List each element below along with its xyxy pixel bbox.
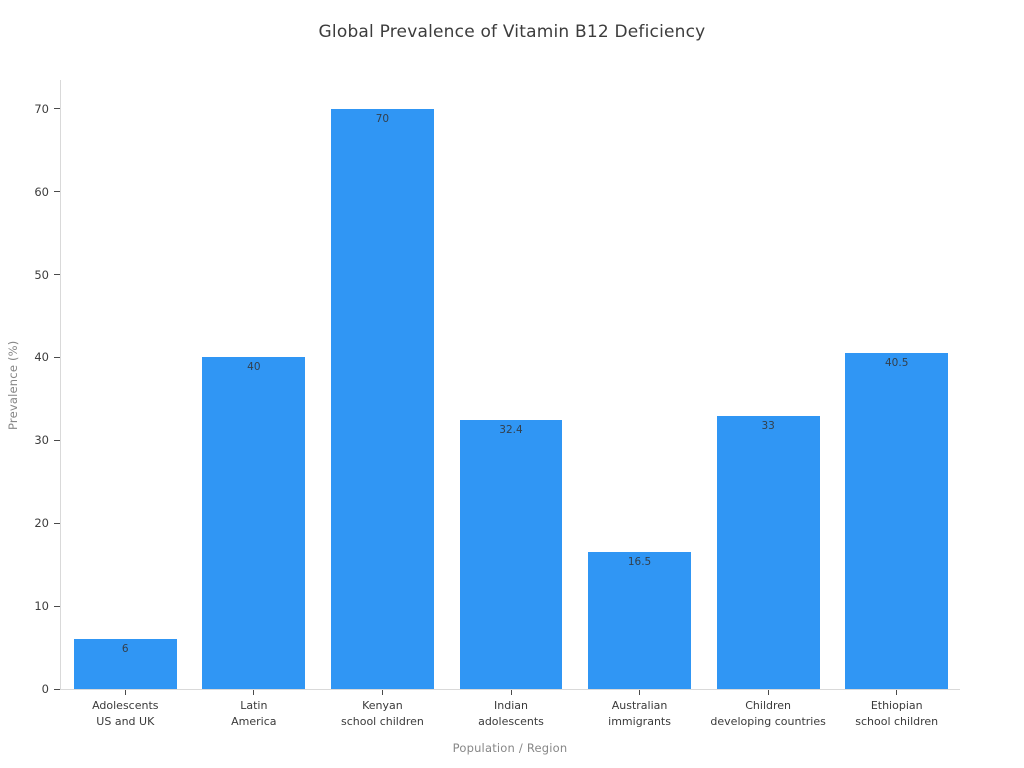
y-tick-mark: [54, 522, 60, 524]
y-tick-label: 20: [34, 516, 49, 531]
y-tick-mark: [54, 108, 60, 110]
y-tick-label: 70: [34, 101, 49, 116]
bar-value-label: 40: [247, 361, 261, 374]
bar: 16.5: [588, 552, 691, 689]
y-tick-label: 10: [34, 599, 49, 614]
y-tick-label: 30: [34, 433, 49, 448]
bar-value-label: 33: [761, 419, 775, 432]
x-tick-mark: [253, 690, 255, 695]
plot-area: 0 10 20 30 40 50 60 70 6 Adolescents US and UK 40 L…: [34, 80, 960, 728]
y-tick-mark: [54, 274, 60, 276]
y-tick-mark: [54, 605, 60, 607]
x-category-label: Kenyan school children: [340, 699, 424, 728]
bar: 32.4: [459, 420, 563, 689]
y-tick-mark: [54, 439, 60, 441]
y-tick-label: 60: [34, 184, 49, 199]
bar: 6: [73, 639, 177, 689]
bar-value-label: 70: [375, 112, 390, 125]
y-tick-mark: [54, 688, 60, 690]
x-tick-mark: [124, 690, 126, 695]
bar-value-label: 6: [121, 643, 129, 656]
bar: 33: [716, 415, 820, 689]
x-axis-title: Population / Region: [452, 741, 568, 755]
y-tick-label: 50: [34, 267, 49, 282]
bar: 40: [202, 357, 306, 689]
x-tick-mark: [639, 690, 641, 695]
x-tick-mark: [510, 690, 512, 695]
x-tick-mark: [767, 690, 769, 695]
y-tick-label: 0: [41, 682, 49, 696]
x-category-label: Children developing countries: [710, 699, 826, 728]
x-category-label: Indian adolescents: [478, 699, 544, 728]
chart-title: Global Prevalence of Vitamin B12 Deficie…: [318, 22, 706, 42]
x-category-label: Australian immigrants: [608, 699, 671, 728]
bar-value-label: 16.5: [627, 556, 652, 569]
x-category-label: Ethiopian school children: [855, 699, 939, 728]
x-tick-mark: [896, 690, 898, 695]
x-tick-mark: [381, 690, 383, 695]
bar-value-label: 40.5: [885, 357, 909, 370]
bar-value-label: 32.4: [499, 424, 523, 437]
y-tick-label: 40: [34, 350, 49, 365]
bar: 40.5: [845, 353, 949, 689]
y-tick-mark: [54, 356, 60, 358]
bar: 70: [331, 108, 434, 689]
x-category-label: Adolescents US and UK: [92, 699, 159, 728]
y-tick-mark: [54, 191, 60, 193]
x-category-label: Latin America: [231, 699, 277, 728]
